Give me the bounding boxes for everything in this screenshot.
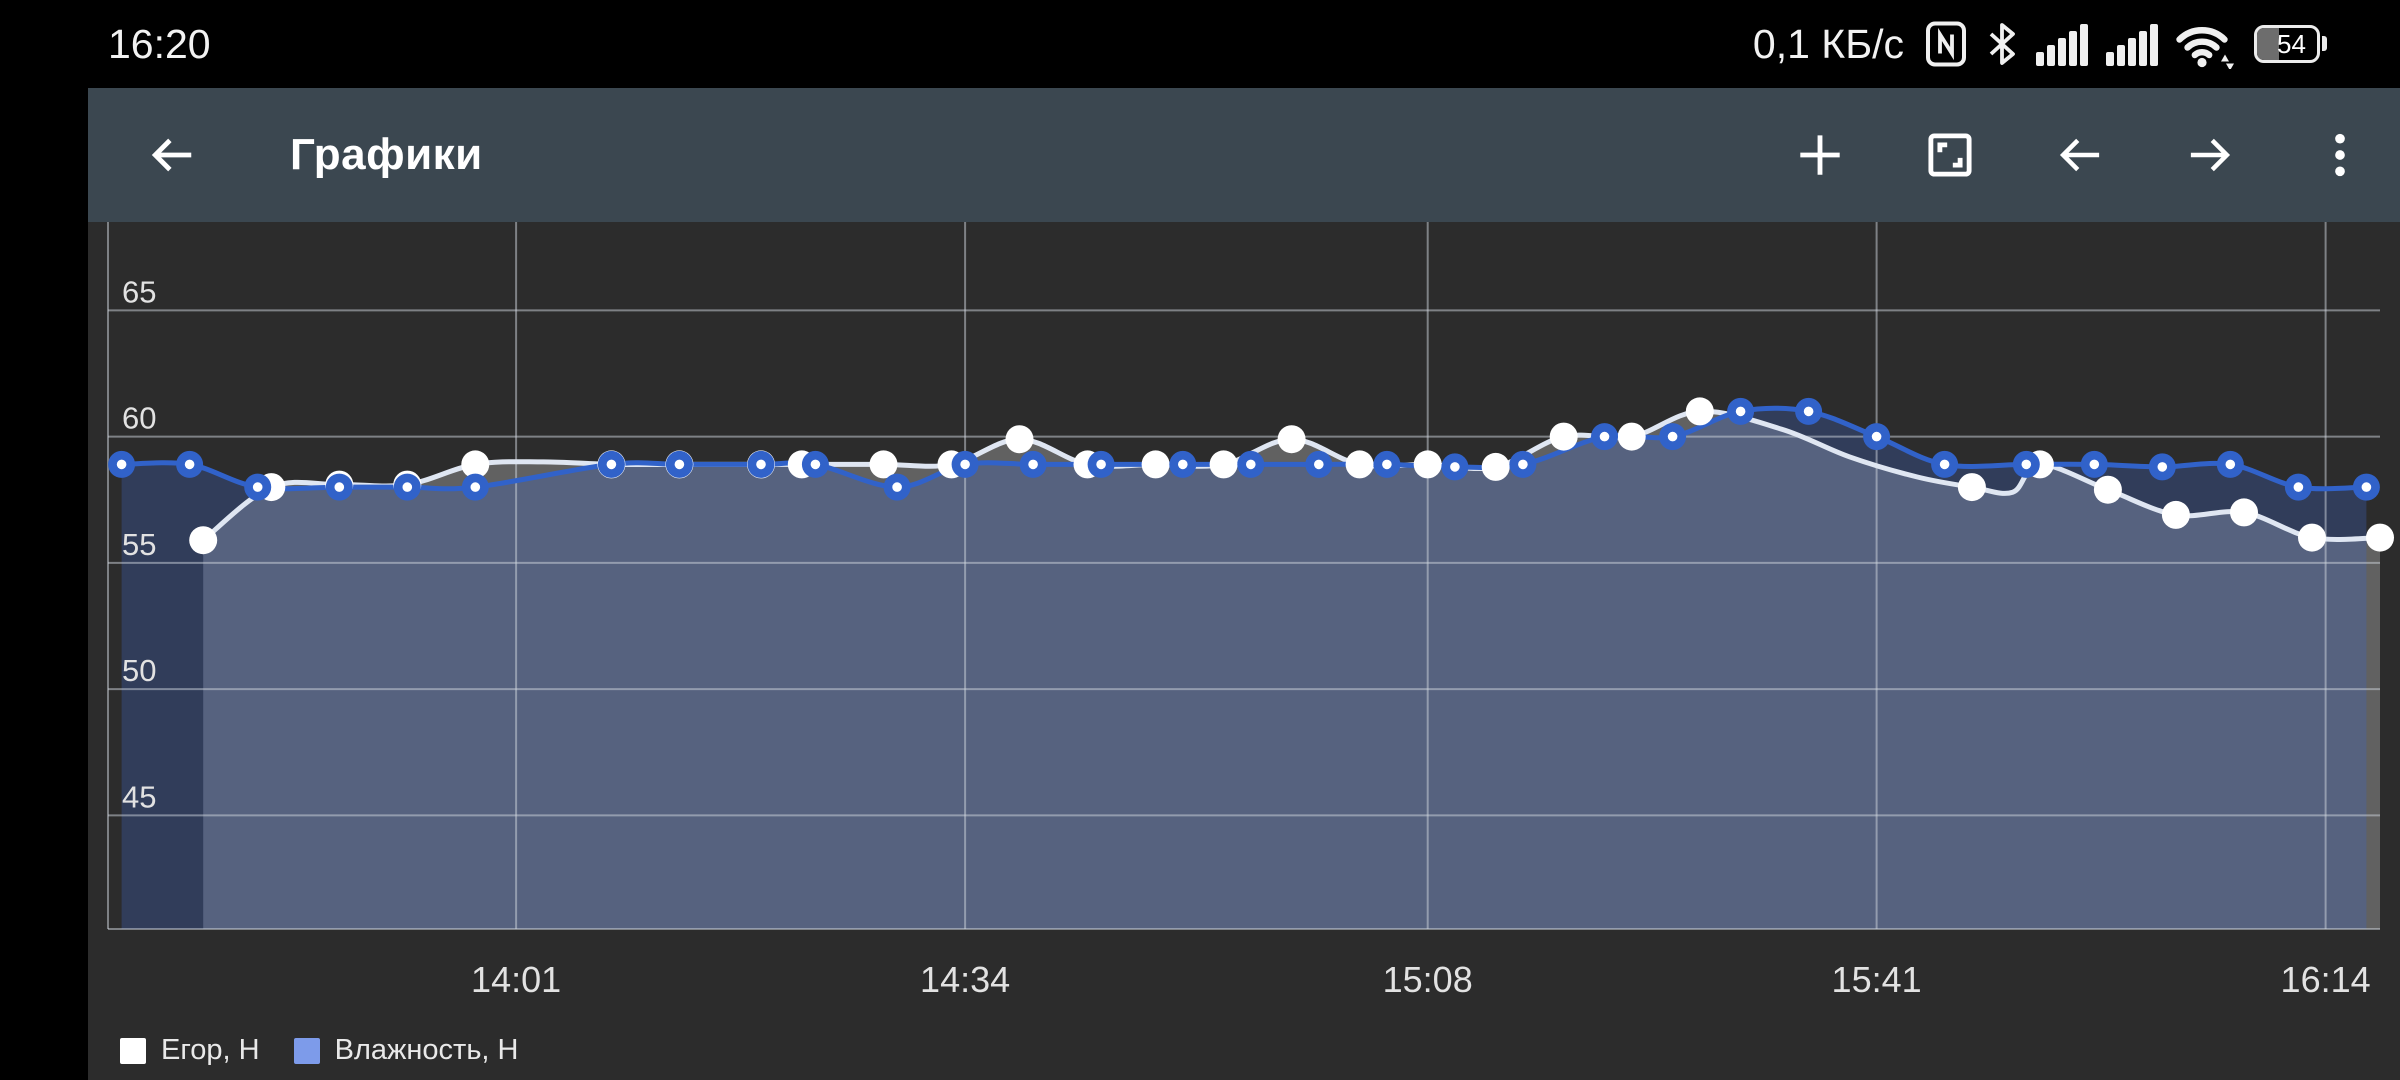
- battery-icon: 54: [2254, 25, 2327, 63]
- network-speed: 0,1 КБ/с: [1752, 20, 1904, 67]
- overflow-menu-button[interactable]: [2313, 128, 2367, 182]
- svg-text:60: 60: [122, 401, 156, 436]
- legend-swatch-white: [120, 1037, 146, 1064]
- svg-text:15:08: 15:08: [1383, 959, 1473, 1000]
- back-arrow-icon: [151, 138, 192, 172]
- chart-legend: Егор, Н Влажность, Н: [120, 1034, 519, 1067]
- svg-text:14:01: 14:01: [471, 959, 561, 1000]
- back-button[interactable]: [144, 128, 198, 182]
- app-bar: Графики: [88, 88, 2400, 222]
- legend-swatch-blue: [293, 1037, 320, 1064]
- nfc-icon: [1926, 21, 1966, 67]
- chart-canvas[interactable]: 65 60 55 50 45 14:01 14:34 15:08 15:41 16:14: [0, 222, 2400, 1080]
- status-icons: 0,1 КБ/с: [1753, 19, 2400, 69]
- legend-item-vlazhnost[interactable]: Влажность, Н: [293, 1034, 519, 1067]
- svg-text:50: 50: [122, 653, 156, 688]
- app-bar-actions: [1793, 128, 2400, 182]
- cellular-signal-icon: [2036, 24, 2088, 66]
- battery-percent: 54: [2277, 28, 2306, 59]
- battery-level-fill: [2257, 28, 2279, 60]
- fit-screen-button[interactable]: [1923, 128, 1977, 182]
- svg-text:16:14: 16:14: [2281, 959, 2371, 1000]
- legend-item-egor[interactable]: Егор, Н: [120, 1034, 260, 1067]
- next-period-button[interactable]: [2183, 128, 2237, 182]
- status-bar: 16:20 0,1 КБ/с: [0, 0, 2400, 88]
- clock: 16:20: [108, 20, 211, 67]
- arrow-right-icon: [2190, 138, 2231, 172]
- bluetooth-icon: [1989, 23, 2015, 65]
- svg-text:15:41: 15:41: [1832, 959, 1922, 1000]
- chart-panel: [88, 222, 2400, 1080]
- svg-text:65: 65: [122, 274, 156, 309]
- previous-period-button[interactable]: [2053, 128, 2107, 182]
- legend-label: Егор, Н: [161, 1034, 260, 1066]
- more-vert-icon: [2335, 133, 2345, 177]
- svg-text:55: 55: [122, 527, 156, 562]
- arrow-left-icon: [2059, 138, 2100, 172]
- plus-icon: [1800, 135, 1840, 175]
- wifi-icon: [2176, 27, 2234, 69]
- add-chart-button[interactable]: [1793, 128, 1847, 182]
- cellular-signal-icon-2: [2106, 24, 2158, 66]
- page-title: Графики: [290, 130, 483, 179]
- fit-screen-icon: [1928, 133, 1972, 177]
- svg-text:14:34: 14:34: [920, 959, 1010, 1000]
- svg-text:45: 45: [122, 779, 156, 814]
- legend-label: Влажность, Н: [334, 1034, 519, 1066]
